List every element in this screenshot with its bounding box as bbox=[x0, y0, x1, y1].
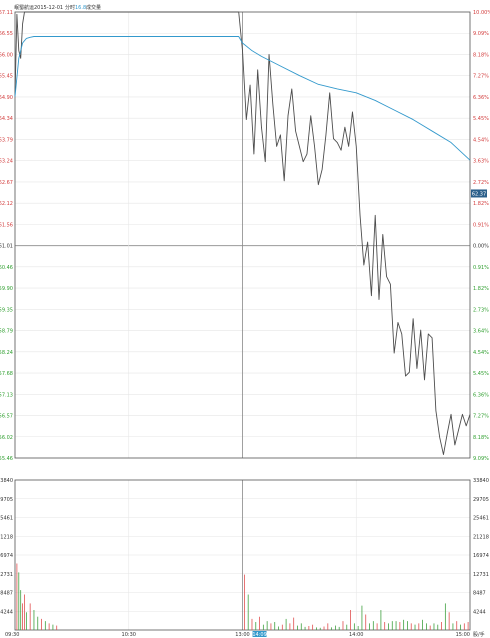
volume-tick-label: 8487 bbox=[0, 591, 13, 597]
percent-tick-label: 4.54% bbox=[473, 350, 489, 356]
volume-tick-label: 12731 bbox=[0, 572, 13, 578]
percent-tick-label: 0.91% bbox=[473, 265, 489, 271]
price-tick-label: 56.57 bbox=[0, 414, 13, 420]
volume-unit-label: 股/手 bbox=[473, 631, 485, 638]
right-volume-axis: 33840 29705 25461 21218 16974 12731 8487 4244 bbox=[473, 478, 489, 615]
price-panel-border bbox=[14, 11, 471, 459]
percent-tick-label: 0.00% bbox=[473, 244, 489, 250]
volume-tick-label: 29705 bbox=[0, 497, 13, 503]
time-tick-label: 10:30 bbox=[122, 632, 136, 638]
time-mode-label: 分时 bbox=[65, 4, 75, 11]
average-price-line bbox=[14, 36, 471, 161]
volume-tick-label: 16974 bbox=[473, 553, 489, 559]
volume-tick-label: 33840 bbox=[0, 478, 13, 484]
price-tick-label: 57.13 bbox=[0, 392, 13, 398]
percent-tick-label: 1.82% bbox=[473, 201, 489, 207]
chart-frame bbox=[14, 11, 471, 631]
price-tick-label: 61.01 bbox=[0, 244, 13, 250]
right-percent-axis: 10.00% 9.09% 8.18% 7.27% 6.36% 5.45% 4.54% 3.63… bbox=[473, 10, 490, 462]
left-volume-axis: 33840 29705 25461 21218 16974 12731 8487 4244 bbox=[0, 478, 13, 615]
price-tick-label: 64.34 bbox=[0, 116, 13, 122]
percent-tick-label: 2.72% bbox=[473, 180, 489, 186]
time-highlight-label: 14:09 bbox=[252, 632, 266, 638]
price-tick-label: 57.68 bbox=[0, 371, 13, 377]
percent-tick-label: 6.36% bbox=[473, 392, 489, 398]
volume-tick-label: 33840 bbox=[473, 478, 489, 484]
percent-tick-label: 7.27% bbox=[473, 414, 489, 420]
stock-name: 岷蜀航运 bbox=[14, 4, 34, 11]
percent-tick-label: 6.36% bbox=[473, 95, 489, 101]
volume-tick-label: 29705 bbox=[473, 497, 489, 503]
current-price-label: 62.37 bbox=[472, 191, 486, 197]
price-tick-label: 66.00 bbox=[0, 52, 13, 58]
percent-tick-label: 5.45% bbox=[473, 116, 489, 122]
trade-date: 2015-12-01 bbox=[34, 5, 63, 11]
volume-tick-label: 25461 bbox=[0, 516, 13, 522]
axis-extras: 14:09 62.37 股/手 bbox=[252, 189, 487, 638]
volume-bars bbox=[16, 563, 469, 630]
price-tick-label: 55.46 bbox=[0, 456, 13, 462]
price-tick-label: 63.24 bbox=[0, 159, 13, 165]
price-tick-label: 58.24 bbox=[0, 350, 13, 356]
percent-tick-label: 1.82% bbox=[473, 286, 489, 292]
percent-tick-label: 8.18% bbox=[473, 435, 489, 441]
volume-tick-label: 4244 bbox=[0, 609, 13, 615]
price-tick-label: 62.67 bbox=[0, 180, 13, 186]
price-readout: 16.8 bbox=[75, 5, 86, 11]
price-tick-label: 58.79 bbox=[0, 329, 13, 335]
price-tick-label: 63.79 bbox=[0, 137, 13, 143]
percent-tick-label: 4.54% bbox=[473, 137, 489, 143]
percent-tick-label: 5.45% bbox=[473, 371, 489, 377]
percent-tick-label: 3.63% bbox=[473, 159, 489, 165]
percent-tick-label: 7.27% bbox=[473, 74, 489, 80]
time-axis: 09:30 10:30 13:00 14:00 15:00 bbox=[5, 632, 470, 638]
price-tick-label: 59.35 bbox=[0, 307, 13, 313]
volume-panel-border bbox=[14, 479, 471, 631]
volume-tick-label: 21218 bbox=[0, 534, 13, 540]
percent-tick-label: 2.73% bbox=[473, 307, 489, 313]
price-tick-label: 56.02 bbox=[0, 435, 13, 441]
time-tick-label: 09:30 bbox=[5, 632, 19, 638]
volume-tick-label: 25461 bbox=[473, 516, 489, 522]
price-tick-label: 66.55 bbox=[0, 31, 13, 37]
price-tick-label: 64.90 bbox=[0, 95, 13, 101]
price-tick-label: 60.46 bbox=[0, 265, 13, 271]
price-series-layer bbox=[14, 11, 471, 455]
price-tick-label: 61.56 bbox=[0, 222, 13, 228]
percent-tick-label: 10.00% bbox=[473, 10, 490, 16]
volume-tick-label: 4244 bbox=[473, 609, 486, 615]
price-tick-label: 65.45 bbox=[0, 74, 13, 80]
current-price-box bbox=[471, 189, 487, 198]
percent-tick-label: 9.09% bbox=[473, 456, 489, 462]
percent-tick-label: 8.18% bbox=[473, 52, 489, 58]
volume-tick-label: 21218 bbox=[473, 534, 489, 540]
chart-header: 岷蜀航运 2015-12-01 分时 16.8 成交量 bbox=[14, 4, 101, 11]
percent-tick-label: 9.09% bbox=[473, 31, 489, 37]
volume-readout-label: 成交量 bbox=[86, 4, 101, 11]
left-price-axis: 67.11 66.55 66.00 65.45 64.90 64.34 63.79 63.24… bbox=[0, 10, 13, 462]
price-tick-label: 62.12 bbox=[0, 201, 13, 207]
volume-tick-label: 16974 bbox=[0, 553, 13, 559]
price-tick-label: 67.11 bbox=[0, 10, 13, 16]
volume-tick-label: 12731 bbox=[473, 572, 489, 578]
price-line bbox=[14, 11, 471, 455]
time-tick-label: 14:00 bbox=[349, 632, 363, 638]
price-tick-label: 59.90 bbox=[0, 286, 13, 292]
time-tick-label: 13:00 bbox=[235, 632, 249, 638]
volume-tick-label: 8487 bbox=[473, 591, 486, 597]
time-highlight-box bbox=[252, 631, 267, 637]
percent-tick-label: 3.64% bbox=[473, 329, 489, 335]
time-tick-label: 15:00 bbox=[456, 632, 470, 638]
percent-tick-label: 0.91% bbox=[473, 222, 489, 228]
